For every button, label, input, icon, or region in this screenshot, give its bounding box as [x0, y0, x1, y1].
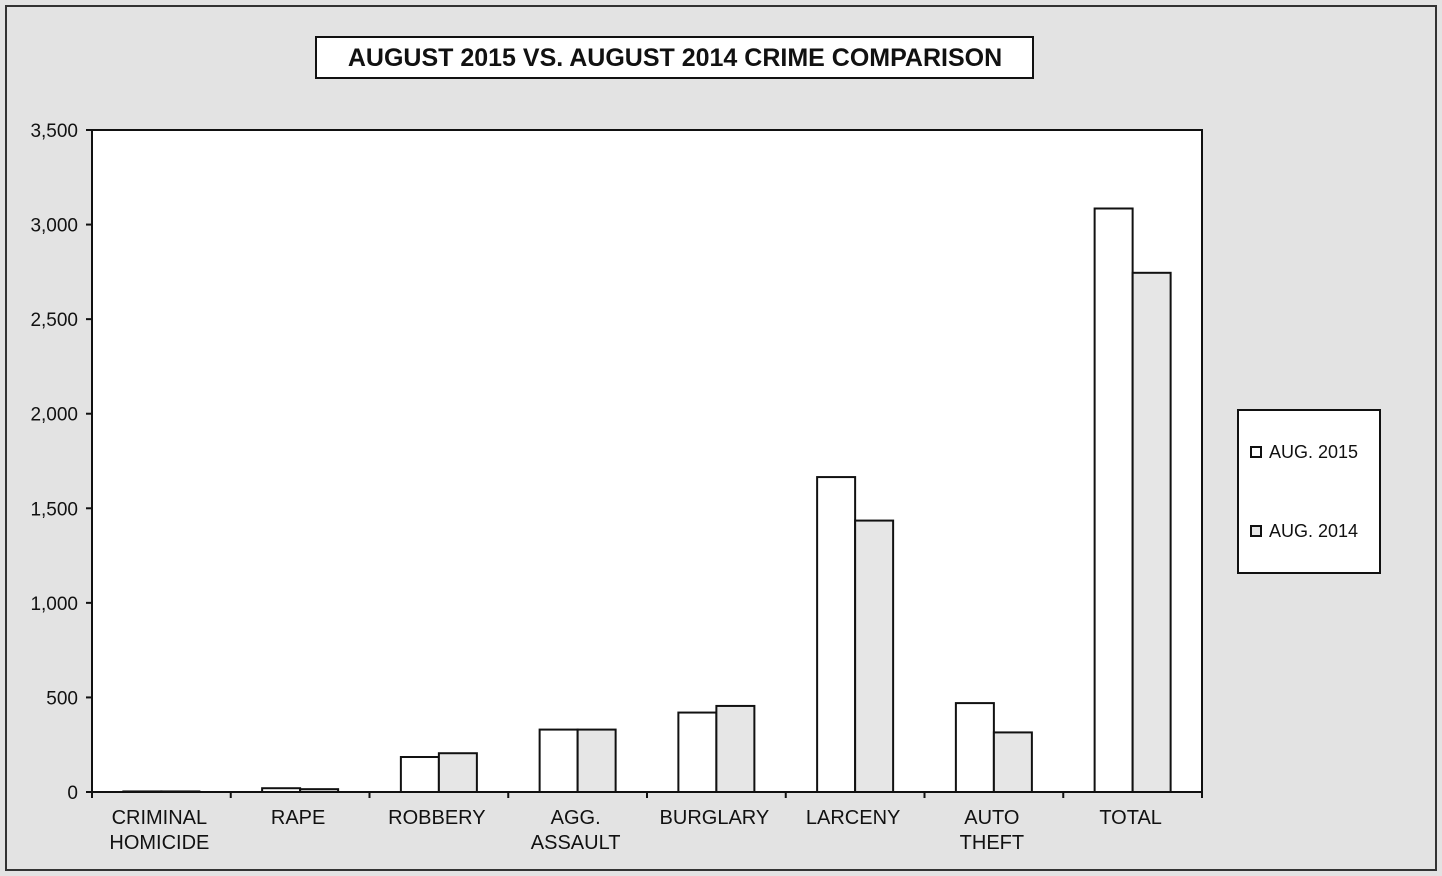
bar-aug-2015 [261, 787, 302, 794]
x-category-label: ROBBERY [388, 807, 485, 829]
x-axis: CRIMINAL HOMICIDE RAPE ROBBERY AGG. ASSAULT BU… [91, 792, 1203, 854]
legend-swatch-aug-2015 [1250, 446, 1262, 458]
y-tick-label: 1,500 [30, 499, 78, 520]
bar-aug-2014 [1131, 271, 1172, 793]
bar-aug-2015 [677, 711, 718, 793]
bar-aug-2014 [715, 704, 756, 793]
chart-title: AUGUST 2015 VS. AUGUST 2014 CRIME COMPAR… [348, 44, 1002, 72]
bar-aug-2015 [122, 790, 163, 793]
legend-swatch-aug-2014 [1250, 525, 1262, 537]
bars [122, 207, 1172, 794]
bar-aug-2014 [299, 788, 340, 793]
y-tick-label: 500 [46, 688, 78, 709]
y-axis: 0 500 1,000 1,500 2,000 2,500 3,000 3,500 [30, 121, 92, 804]
bar-aug-2014 [992, 731, 1033, 793]
x-category-label: RAPE [271, 807, 325, 829]
x-category-label: BURGLARY [660, 807, 770, 829]
bar-aug-2014 [160, 790, 201, 793]
legend-box [1237, 409, 1381, 574]
x-category-label: ASSAULT [531, 832, 621, 854]
y-tick-label: 3,000 [30, 216, 78, 237]
bar-aug-2015 [399, 756, 440, 793]
chart-border [5, 5, 1437, 871]
x-category-label: LARCENY [806, 807, 900, 829]
chart-title-box: AUGUST 2015 VS. AUGUST 2014 CRIME COMPAR… [315, 36, 1034, 79]
x-category-label: CRIMINAL [112, 807, 208, 829]
y-tick-label: 3,500 [30, 121, 78, 142]
y-tick-label: 1,000 [30, 594, 78, 615]
x-category-label: HOMICIDE [109, 832, 209, 854]
bar-aug-2015 [1093, 207, 1134, 794]
y-tick-label: 2,500 [30, 310, 78, 331]
bar-aug-2014 [576, 728, 617, 794]
bar-aug-2014 [854, 519, 895, 794]
y-tick-label: 2,000 [30, 405, 78, 426]
y-tick-label: 0 [67, 783, 78, 804]
x-category-label: AUTO [964, 807, 1019, 829]
x-category-label: TOTAL [1099, 807, 1162, 829]
legend-label-aug-2014: AUG. 2014 [1269, 521, 1358, 541]
legend: AUG. 2015 AUG. 2014 [1237, 409, 1381, 574]
plot-area [91, 129, 1203, 793]
bar-aug-2015 [816, 476, 857, 793]
bar-aug-2015 [538, 728, 579, 794]
x-category-label: THEFT [960, 832, 1024, 854]
legend-label-aug-2015: AUG. 2015 [1269, 442, 1358, 462]
x-category-label: AGG. [551, 807, 601, 829]
bar-aug-2015 [954, 702, 995, 793]
bar-aug-2014 [437, 752, 478, 793]
